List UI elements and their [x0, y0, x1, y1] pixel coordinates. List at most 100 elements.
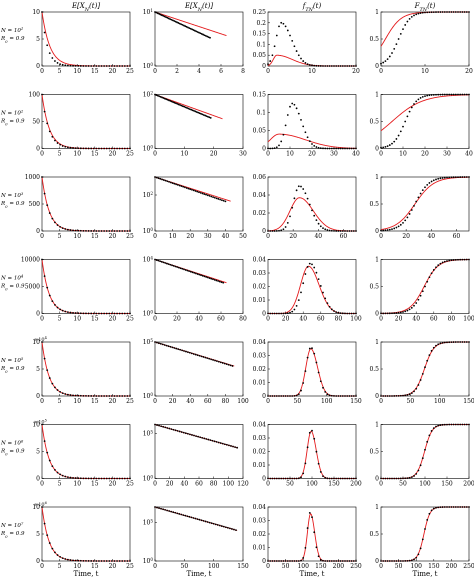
series-simulation-point: [293, 103, 296, 106]
series-simulation-point: [129, 230, 131, 232]
series-simulation-point: [48, 52, 51, 55]
series-simulation-point: [178, 430, 181, 433]
series-simulation-point: [286, 395, 289, 397]
series-simulation-point: [209, 36, 211, 39]
series-simulation-point: [200, 519, 203, 522]
series-simulation-point: [461, 341, 464, 343]
y-tick-label: 0.04: [253, 504, 267, 511]
series-simulation-point: [350, 477, 353, 480]
x-tick-label: 40: [465, 151, 473, 158]
series-simulation-point: [302, 282, 305, 285]
series-simulation-point: [339, 147, 342, 150]
series-simulation-point: [350, 147, 353, 150]
series-simulation-point: [419, 294, 422, 297]
panel-r3-c4: 0 20 40 60 0 0.5 1: [369, 174, 470, 240]
series-simulation-point: [87, 560, 90, 562]
series-simulation-point: [443, 506, 446, 508]
x-tick-label: 100: [463, 316, 474, 323]
series-simulation-point: [82, 229, 85, 232]
series-simulation-point: [269, 312, 272, 315]
series-simulation-point: [397, 560, 400, 562]
panel-r1-c4: 0 10 20 0 0.5 1: [369, 9, 473, 75]
series-simulation-point: [46, 534, 49, 537]
series-simulation-point: [187, 26, 189, 29]
series-simulation-point: [410, 106, 413, 109]
series-simulation-point: [435, 344, 437, 347]
series-simulation-point: [92, 147, 95, 150]
series-simulation-point: [468, 341, 470, 343]
column-title-4: FTN(t): [414, 2, 436, 13]
series-simulation-point: [74, 229, 77, 232]
series-simulation-point: [178, 513, 181, 515]
series-simulation-point: [295, 304, 298, 307]
series-simulation-point: [317, 462, 320, 465]
y-tick-label: 1: [375, 9, 379, 16]
series-simulation-point: [103, 147, 106, 150]
series-simulation-point: [468, 93, 470, 96]
y-tick-label: 0.1: [256, 110, 266, 117]
series-simulation-point: [355, 65, 357, 67]
series-simulation-point: [443, 93, 446, 96]
series-simulation-point: [161, 178, 163, 181]
series-simulation-point: [352, 560, 355, 562]
series-simulation-point: [181, 105, 184, 108]
y-tick-label: 105: [143, 338, 154, 347]
series-simulation-point: [95, 395, 98, 397]
series-simulation-point: [468, 11, 470, 13]
series-simulation-point: [235, 529, 237, 532]
row-label-N: N = 103: [0, 191, 24, 200]
series-simulation-point: [168, 510, 171, 512]
y-tick-label: 0.5: [369, 119, 379, 126]
series-simulation-point: [348, 395, 351, 397]
series-simulation-point: [82, 477, 85, 480]
series-simulation-point: [46, 44, 49, 47]
x-tick-label: 60: [217, 316, 225, 323]
series-simulation-point: [163, 97, 166, 100]
y-tick-label: 100: [29, 92, 41, 99]
series-simulation-point: [269, 147, 272, 150]
series-simulation-point: [189, 270, 192, 273]
x-tick-label: 5: [58, 316, 62, 323]
series-simulation-point: [319, 225, 322, 228]
series-simulation-point: [155, 176, 158, 179]
y-tick-label: 5: [36, 531, 40, 538]
series-simulation-point: [219, 442, 222, 444]
series-simulation-point: [415, 13, 418, 16]
y-tick-label: 0: [262, 311, 266, 318]
series-simulation-point: [457, 506, 459, 508]
y-tick-label: 1: [375, 257, 379, 264]
y-tick-label: 0.05: [253, 128, 267, 135]
series-simulation-point: [179, 104, 181, 106]
series-simulation-point: [319, 147, 322, 150]
series-simulation-point: [413, 14, 415, 17]
series-simulation-point: [404, 219, 407, 222]
series-simulation-point: [468, 176, 470, 178]
series-simulation-point: [51, 465, 54, 467]
series-simulation-point: [295, 107, 298, 110]
series-simulation-point: [333, 147, 335, 150]
series-simulation-point: [388, 55, 391, 58]
series-simulation-point: [218, 280, 221, 283]
series-simulation-point: [380, 312, 382, 315]
series-simulation-point: [415, 473, 418, 475]
y-tick-label: 1: [375, 174, 379, 181]
series-simulation-point: [59, 308, 62, 311]
series-simulation-point: [228, 527, 231, 530]
series-simulation-point: [41, 93, 43, 96]
series-simulation-point: [92, 560, 95, 562]
series-simulation-point: [110, 560, 113, 562]
series-simulation-point: [428, 434, 431, 437]
y-tick-label: 0.15: [253, 92, 267, 99]
series-simulation-point: [85, 65, 87, 67]
series-simulation-point: [322, 291, 324, 294]
series-simulation-point: [355, 312, 357, 315]
series-simulation-point: [289, 560, 291, 562]
series-simulation-point: [330, 308, 333, 311]
series-simulation-point: [177, 348, 180, 351]
series-simulation-point: [95, 312, 98, 315]
series-simulation-point: [448, 93, 451, 96]
series-simulation-point: [278, 312, 280, 315]
x-tick-label: 20: [395, 316, 403, 323]
series-simulation-point: [82, 394, 85, 397]
